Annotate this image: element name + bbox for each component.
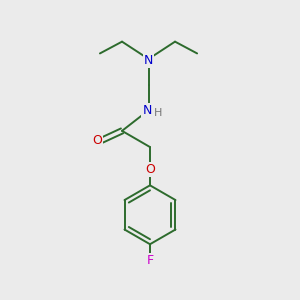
Text: O: O (145, 163, 155, 176)
Text: N: N (144, 54, 153, 67)
Text: H: H (154, 108, 162, 118)
Text: N: N (142, 104, 152, 117)
Text: F: F (146, 254, 154, 267)
Text: O: O (92, 134, 102, 147)
